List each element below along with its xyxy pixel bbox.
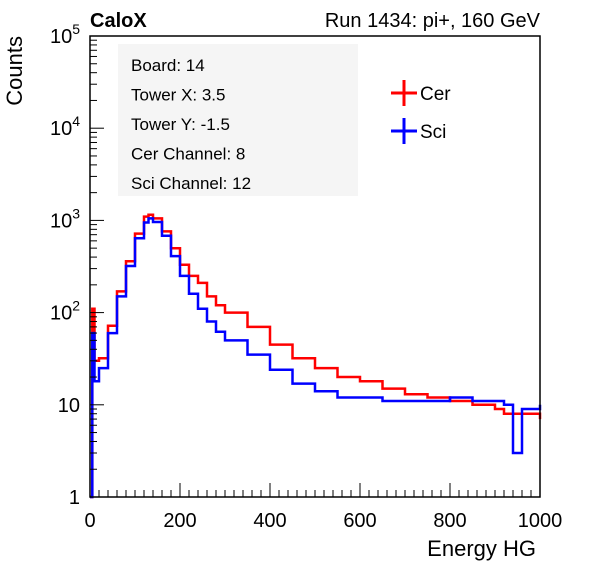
y-tick-label: 105 (50, 21, 80, 48)
x-axis: 0 200 400 600 800 1000 (84, 483, 562, 532)
info-line: Sci Channel: 12 (131, 174, 251, 193)
legend-label: Sci (420, 122, 446, 143)
y-tick-label: 103 (50, 205, 80, 232)
run-info-label: Run 1434: pi+, 160 GeV (325, 10, 541, 32)
y-tick-label: 10 (58, 395, 80, 417)
y-tick-label: 104 (50, 113, 80, 140)
legend: Cer Sci (391, 80, 451, 144)
x-tick-label: 200 (163, 510, 196, 532)
info-box-lines: Board: 14 Tower X: 3.5 Tower Y: -1.5 Cer Ch… (131, 56, 251, 193)
brand-label: CaloX (90, 10, 147, 32)
info-line: Cer Channel: 8 (131, 145, 245, 164)
y-axis-title: Counts (2, 36, 27, 106)
series-layer (90, 213, 542, 499)
x-tick-label: 600 (343, 510, 376, 532)
x-tick-label: 800 (433, 510, 466, 532)
info-line: Tower Y: -1.5 (131, 115, 230, 134)
x-tick-label: 1000 (518, 510, 563, 532)
y-axis: 1 10 102 103 104 105 (50, 21, 104, 509)
info-line: Tower X: 3.5 (131, 86, 226, 105)
info-line: Board: 14 (131, 56, 205, 75)
x-tick-label: 0 (84, 510, 95, 532)
legend-label: Cer (420, 84, 451, 105)
series-sci-line (90, 217, 542, 499)
x-tick-label: 400 (253, 510, 286, 532)
y-tick-label: 1 (69, 487, 80, 509)
info-box (118, 44, 358, 196)
x-axis-title: Energy HG (427, 536, 536, 561)
y-tick-label: 102 (50, 298, 80, 325)
